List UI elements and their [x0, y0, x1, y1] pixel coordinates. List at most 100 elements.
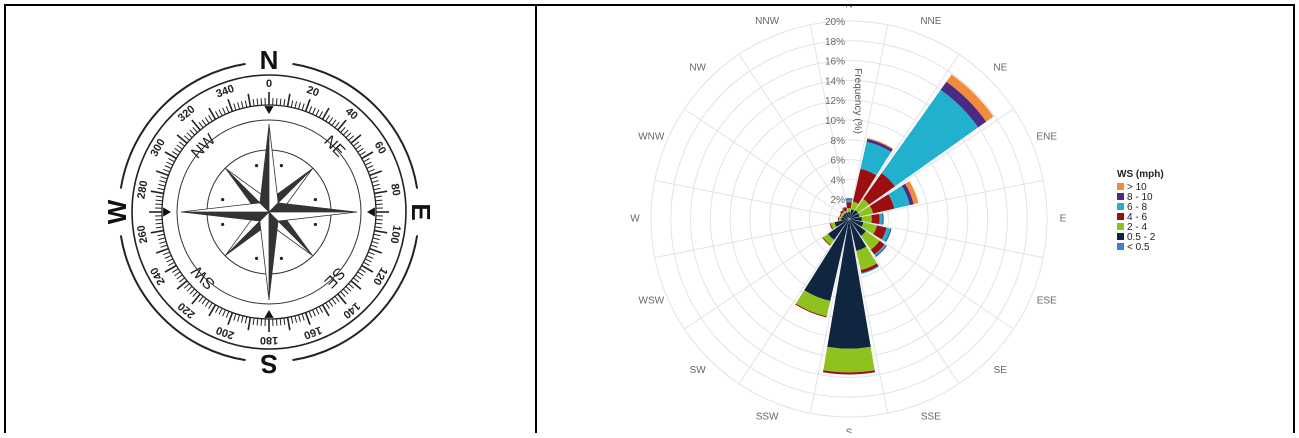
compass-tick — [326, 115, 330, 121]
compass-tick — [329, 301, 333, 307]
compass-cardinal-label: W — [102, 199, 132, 224]
compass-tick — [338, 294, 346, 304]
compass-degree-label: 280 — [135, 180, 150, 200]
compass-degree-label: 220 — [176, 300, 198, 321]
compass-tick — [295, 101, 297, 108]
compass-tick — [365, 162, 371, 165]
compass-tick — [360, 269, 366, 273]
compass-tick — [248, 317, 250, 330]
compass-tick — [156, 200, 163, 201]
compass-tick — [253, 318, 254, 325]
rose-direction-label: ENE — [1036, 132, 1057, 143]
compass-tick — [319, 111, 322, 117]
compass-tick — [371, 177, 378, 179]
rose-direction-label: N — [845, 6, 852, 11]
compass-degree-label: 100 — [388, 224, 403, 244]
rose-radial-tick-label: 14% — [825, 76, 845, 87]
compass-tick — [226, 106, 229, 112]
compass-tick — [306, 313, 310, 325]
compass-tick — [338, 120, 346, 130]
rose-radial-tick-label: 6% — [831, 156, 846, 167]
compass-tick — [163, 252, 169, 255]
compass-tick — [335, 122, 339, 128]
compass-tick — [358, 272, 364, 276]
compass-tick — [177, 145, 183, 149]
compass-tick — [241, 101, 243, 108]
compass-degree-label: 20 — [305, 84, 321, 99]
compass-star-main-point — [260, 124, 269, 212]
rose-bar-e-bin-3 — [871, 214, 879, 224]
compass-tick — [190, 289, 195, 294]
compass-star-main-point — [269, 212, 278, 300]
compass-star-main-point — [260, 212, 269, 300]
compass-dot — [280, 257, 283, 260]
compass-tick — [168, 262, 174, 265]
compass-tick — [192, 120, 200, 130]
compass-tick — [351, 135, 361, 143]
compass-tick — [202, 120, 206, 126]
compass-degree-label: 300 — [148, 137, 168, 159]
compass-tick — [313, 310, 316, 316]
compass-tick — [192, 294, 200, 304]
compass-tick — [156, 227, 163, 228]
compass-tick — [335, 296, 339, 302]
compass-tick — [349, 284, 354, 289]
compass-marker-triangle — [367, 207, 375, 216]
compass-tick — [228, 99, 232, 111]
compass-tick — [360, 152, 366, 156]
rose-bar-n-bin-3 — [846, 202, 852, 208]
rose-direction-label: W — [630, 214, 640, 225]
compass-tick — [309, 106, 312, 112]
compass-degree-label: 260 — [135, 224, 150, 244]
compass-tick — [332, 120, 336, 126]
rose-direction-label: NW — [689, 62, 706, 73]
compass-tick — [177, 135, 187, 143]
compass-star-main-point — [269, 203, 357, 212]
wind-rose-panel: 2%4%6%8%10%12%14%16%18%20%Frequency (%)N… — [537, 6, 1293, 433]
rose-direction-label: NNE — [920, 16, 941, 27]
compass-tick — [365, 259, 371, 262]
compass-tick — [374, 234, 381, 235]
compass-tick — [346, 286, 351, 291]
compass-tick — [179, 278, 185, 282]
compass-tick — [295, 316, 297, 323]
compass-tick — [375, 200, 382, 201]
compass-tick — [215, 306, 218, 312]
compass-tick — [219, 110, 222, 116]
wind-rose-chart: 2%4%6%8%10%12%14%16%18%20%Frequency (%)N… — [537, 6, 1293, 433]
compass-tick — [341, 292, 346, 297]
compass-tick — [367, 166, 373, 169]
compass-dot — [255, 164, 258, 167]
compass-marker-triangle — [163, 207, 171, 216]
compass-tick — [238, 315, 240, 322]
compass-tick — [353, 142, 359, 146]
rose-radial-tick-label: 8% — [831, 136, 846, 147]
compass-dot — [314, 198, 317, 201]
rose-radial-tick-label: 2% — [831, 195, 846, 206]
rose-radial-tick-label: 18% — [825, 37, 845, 48]
compass-tick — [158, 184, 165, 186]
compass-tick — [177, 281, 187, 289]
compass-tick — [309, 311, 312, 317]
compass-degree-label: 180 — [260, 334, 278, 346]
rose-bar-w-bin-2 — [839, 217, 841, 220]
compass-cardinal-label: E — [406, 203, 436, 220]
compass-tick — [187, 133, 192, 138]
compass-tick — [341, 127, 346, 132]
compass-tick — [157, 234, 164, 235]
compass-tick — [165, 166, 171, 169]
compass-tick — [156, 223, 163, 224]
compass-dot — [255, 257, 258, 260]
rose-legend-swatch — [1117, 243, 1124, 250]
compass-degree-label: 0 — [266, 78, 272, 90]
compass-tick — [226, 311, 229, 317]
compass-tick — [284, 99, 285, 106]
compass-tick — [375, 196, 382, 197]
compass-tick — [184, 136, 189, 141]
compass-tick — [241, 316, 243, 323]
compass-tick — [151, 231, 164, 233]
compass-tick — [346, 133, 351, 138]
rose-direction-label: SSW — [756, 411, 779, 422]
